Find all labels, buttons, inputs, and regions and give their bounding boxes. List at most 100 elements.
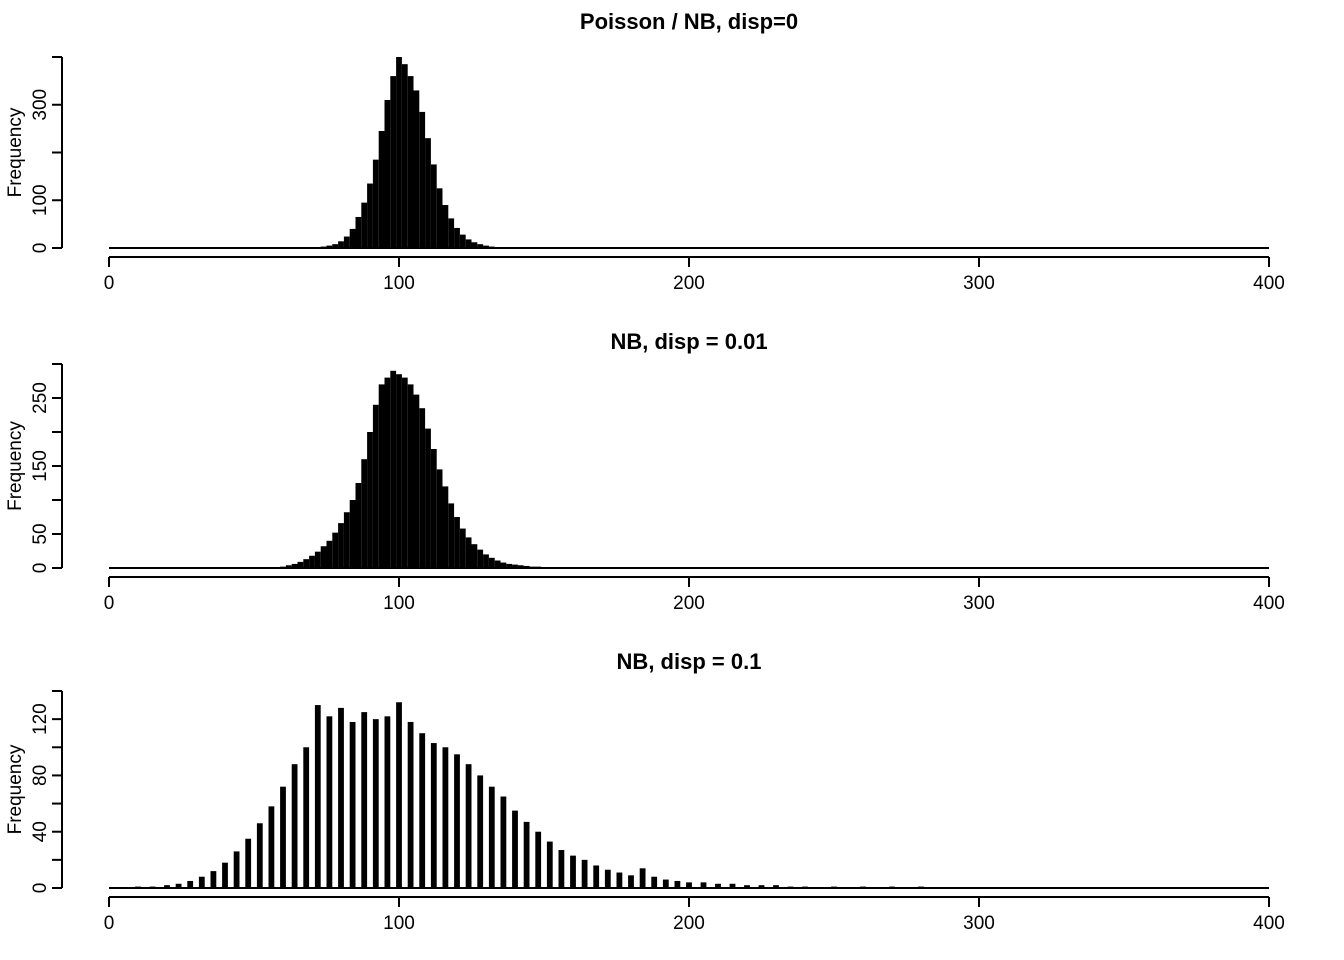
histogram-bar	[471, 544, 478, 568]
histogram-bar	[419, 733, 426, 888]
histogram-bar	[396, 374, 402, 568]
histogram-bar	[512, 564, 518, 568]
histogram-bar	[280, 786, 286, 888]
histogram-bar	[314, 705, 321, 888]
bars	[251, 370, 629, 568]
y-tick-label: 0	[30, 243, 51, 254]
histogram-bar	[744, 885, 750, 888]
histogram-bar	[396, 57, 402, 248]
histogram-bar	[465, 239, 472, 248]
histogram-bar	[407, 384, 414, 568]
histogram-bar	[523, 821, 530, 888]
y-axis: 0 40 80 120	[30, 690, 63, 894]
histogram-bar	[303, 747, 310, 888]
histogram-bar	[396, 702, 402, 888]
chart-panel-1: Poisson / NB, disp=0 Frequency 0 100 300 0…	[5, 9, 1285, 294]
histogram-bar	[729, 883, 736, 888]
histogram-bar	[488, 557, 495, 568]
histogram-bar	[459, 234, 466, 248]
histogram-bar	[436, 469, 443, 568]
histogram-bar	[384, 716, 391, 888]
histogram-bar	[465, 537, 472, 568]
histogram-bar	[326, 245, 333, 248]
histogram-bar	[651, 876, 658, 888]
histogram-bar	[483, 245, 489, 248]
histogram-bar	[175, 883, 182, 888]
histogram-bar	[715, 883, 721, 888]
x-tick-label: 300	[963, 913, 995, 934]
histogram-bar	[773, 885, 779, 888]
histogram-bar	[500, 796, 507, 888]
histogram-bar	[164, 885, 170, 888]
histogram-bar	[425, 138, 431, 248]
y-axis: 0 100 300	[30, 56, 63, 254]
histogram-bar	[338, 707, 344, 888]
histogram-bar	[343, 236, 350, 248]
chart-panel-2: NB, disp = 0.01 Frequency 0 50 150 250 0 100…	[5, 329, 1285, 614]
histogram-bar	[401, 64, 408, 248]
x-tick-label: 100	[383, 273, 415, 294]
histogram-bar	[477, 549, 484, 568]
histogram-bar	[384, 99, 391, 248]
histogram-bar	[384, 377, 391, 568]
histogram-bar	[558, 850, 565, 888]
y-tick-label: 100	[30, 184, 51, 216]
histogram-bar	[338, 523, 344, 568]
histogram-bar	[314, 551, 321, 568]
y-tick-label: 0	[30, 883, 51, 894]
histogram-bar	[291, 563, 298, 568]
x-axis: 0 100 200 300 400	[104, 896, 1285, 934]
histogram-bar	[448, 218, 455, 248]
x-axis: 0 100 200 300 400	[104, 576, 1285, 614]
x-tick-label: 300	[963, 273, 995, 294]
histogram-bar	[326, 716, 333, 888]
chart-panel-3: NB, disp = 0.1 Frequency 0 40 80 120 0 100 20…	[5, 649, 1285, 934]
histogram-bar	[401, 377, 408, 568]
histogram-bar	[494, 560, 501, 568]
histogram-bar	[662, 879, 669, 888]
histogram-bar	[581, 859, 588, 888]
histogram-bar	[477, 244, 484, 248]
chart-title: NB, disp = 0.1	[617, 649, 762, 674]
y-tick-label: 40	[30, 821, 51, 842]
histogram-bar	[256, 823, 263, 888]
histogram-bar	[477, 775, 484, 888]
histogram-bar	[372, 159, 379, 248]
histogram-bar	[378, 131, 385, 248]
histogram-bar	[407, 721, 414, 888]
histogram-bar	[390, 76, 397, 248]
histogram-bar	[430, 743, 437, 888]
histogram-bar	[442, 747, 449, 888]
histogram-bar	[372, 719, 379, 888]
histogram-bar	[616, 872, 623, 888]
histogram-bar	[523, 565, 530, 568]
y-axis-label: Frequency	[5, 744, 26, 834]
histogram-bar	[700, 882, 707, 888]
chart-title: Poisson / NB, disp=0	[580, 9, 798, 34]
histogram-bar	[332, 532, 339, 568]
histogram-bar	[546, 841, 553, 888]
y-axis-label: Frequency	[5, 107, 26, 197]
x-tick-label: 100	[383, 593, 415, 614]
x-tick-label: 0	[104, 913, 115, 934]
histogram-bar	[343, 512, 350, 568]
histogram-bar	[674, 880, 681, 888]
histogram-bar	[465, 764, 472, 888]
histogram-bar	[604, 869, 611, 888]
histogram-bar	[425, 428, 431, 568]
y-tick-label: 120	[30, 703, 51, 735]
chart-title: NB, disp = 0.01	[610, 329, 767, 354]
histogram-bar	[454, 754, 460, 888]
x-tick-label: 200	[673, 273, 705, 294]
histogram-bar	[349, 721, 356, 888]
histogram-bar	[332, 244, 339, 248]
histogram-bar	[436, 188, 443, 248]
histogram-bar	[413, 394, 420, 568]
histogram-bar	[413, 90, 420, 248]
histogram-bar	[442, 486, 449, 568]
histogram-bar	[303, 559, 310, 568]
histogram-bar	[198, 876, 205, 888]
histogram-bar	[326, 540, 333, 568]
histogram-bar	[628, 875, 634, 888]
